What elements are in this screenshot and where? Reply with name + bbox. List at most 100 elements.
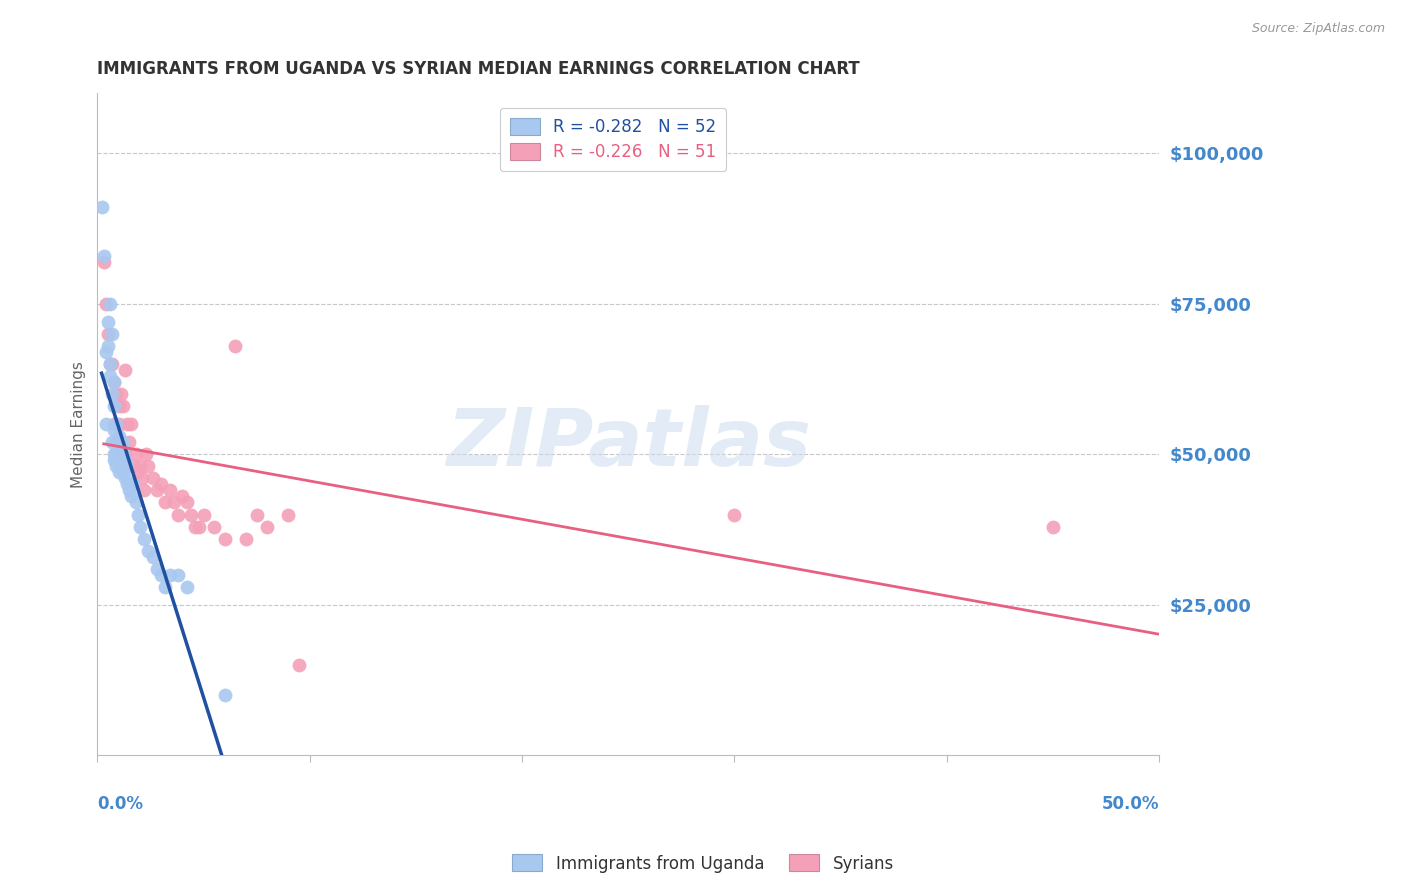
Point — [93, 249, 115, 263]
Point — [184, 519, 207, 533]
Point — [103, 423, 125, 437]
Point — [107, 429, 129, 443]
Point — [128, 519, 150, 533]
Point — [124, 447, 146, 461]
Point — [214, 532, 236, 546]
Point — [159, 567, 181, 582]
Point — [103, 453, 125, 467]
Point — [135, 447, 157, 461]
Point — [235, 532, 257, 546]
Point — [97, 326, 120, 341]
Point — [188, 519, 211, 533]
Point — [93, 254, 115, 268]
Point — [107, 399, 129, 413]
Point — [103, 447, 125, 461]
Point — [176, 580, 198, 594]
Point — [224, 339, 246, 353]
Point — [132, 532, 155, 546]
Point — [105, 453, 128, 467]
Point — [94, 345, 117, 359]
Point — [1042, 519, 1064, 533]
Text: 0.0%: 0.0% — [97, 795, 143, 814]
Point — [105, 459, 128, 474]
Point — [256, 519, 278, 533]
Point — [111, 466, 134, 480]
Point — [98, 357, 121, 371]
Point — [142, 471, 165, 485]
Point — [155, 495, 177, 509]
Point — [105, 435, 128, 450]
Point — [114, 363, 136, 377]
Point — [277, 508, 299, 522]
Point — [122, 477, 145, 491]
Point — [115, 417, 138, 432]
Point — [163, 495, 186, 509]
Point — [155, 580, 177, 594]
Point — [111, 447, 134, 461]
Point — [167, 508, 190, 522]
Point — [103, 375, 125, 389]
Point — [101, 435, 124, 450]
Text: ZIPatlas: ZIPatlas — [446, 405, 811, 483]
Text: Source: ZipAtlas.com: Source: ZipAtlas.com — [1251, 22, 1385, 36]
Legend: Immigrants from Uganda, Syrians: Immigrants from Uganda, Syrians — [506, 847, 900, 880]
Text: 50.0%: 50.0% — [1101, 795, 1159, 814]
Point — [202, 519, 225, 533]
Point — [114, 453, 136, 467]
Point — [115, 459, 138, 474]
Point — [101, 357, 124, 371]
Point — [172, 490, 194, 504]
Point — [103, 417, 125, 432]
Point — [107, 466, 129, 480]
Point — [118, 483, 141, 498]
Point — [127, 466, 149, 480]
Point — [150, 567, 173, 582]
Point — [142, 549, 165, 564]
Point — [115, 477, 138, 491]
Point — [146, 562, 169, 576]
Point — [118, 435, 141, 450]
Point — [110, 442, 132, 456]
Point — [159, 483, 181, 498]
Point — [107, 417, 129, 432]
Point — [98, 357, 121, 371]
Point — [132, 483, 155, 498]
Point — [128, 459, 150, 474]
Point — [122, 459, 145, 474]
Point — [131, 471, 153, 485]
Point — [114, 471, 136, 485]
Point — [111, 435, 134, 450]
Point — [245, 508, 267, 522]
Point — [107, 459, 129, 474]
Point — [136, 459, 159, 474]
Point — [214, 688, 236, 702]
Point — [723, 508, 745, 522]
Point — [176, 495, 198, 509]
Text: IMMIGRANTS FROM UGANDA VS SYRIAN MEDIAN EARNINGS CORRELATION CHART: IMMIGRANTS FROM UGANDA VS SYRIAN MEDIAN … — [97, 60, 860, 78]
Point — [150, 477, 173, 491]
Point — [180, 508, 202, 522]
Point — [111, 399, 134, 413]
Point — [105, 387, 128, 401]
Point — [98, 369, 121, 384]
Point — [288, 658, 311, 673]
Point — [110, 387, 132, 401]
Point — [103, 399, 125, 413]
Point — [110, 453, 132, 467]
Y-axis label: Median Earnings: Median Earnings — [72, 360, 86, 488]
Point — [111, 447, 134, 461]
Point — [114, 447, 136, 461]
Point — [103, 375, 125, 389]
Point — [94, 417, 117, 432]
Point — [101, 326, 124, 341]
Point — [107, 442, 129, 456]
Point — [120, 490, 142, 504]
Point — [146, 483, 169, 498]
Point — [127, 508, 149, 522]
Point — [105, 447, 128, 461]
Point — [107, 447, 129, 461]
Point — [193, 508, 215, 522]
Point — [167, 567, 190, 582]
Point — [105, 435, 128, 450]
Point — [94, 297, 117, 311]
